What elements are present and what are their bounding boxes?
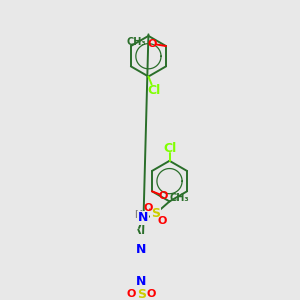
Text: N: N <box>136 243 147 256</box>
Text: O: O <box>157 216 166 226</box>
Text: O: O <box>159 191 168 201</box>
Text: N: N <box>138 211 148 224</box>
Text: H: H <box>134 211 142 220</box>
Text: O: O <box>147 39 157 49</box>
Text: Cl: Cl <box>147 84 161 97</box>
Text: CH₃: CH₃ <box>170 193 190 203</box>
Text: Cl: Cl <box>163 142 176 155</box>
Text: O: O <box>127 289 136 299</box>
Text: S: S <box>151 207 160 220</box>
Text: N: N <box>136 243 147 256</box>
Text: O: O <box>144 203 153 213</box>
Text: S: S <box>137 288 146 300</box>
Text: N: N <box>136 274 147 288</box>
Text: O: O <box>147 289 156 299</box>
Text: CH₃: CH₃ <box>126 37 146 47</box>
